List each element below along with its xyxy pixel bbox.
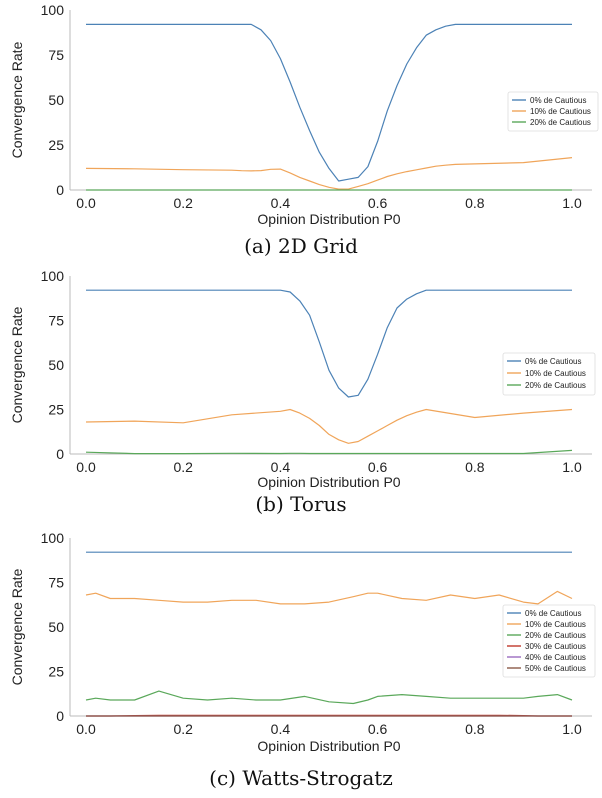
x-tick-label: 0.8 xyxy=(465,459,485,475)
legend-label: 40% de Cautious xyxy=(525,653,586,662)
y-tick-label: 100 xyxy=(41,268,65,284)
x-tick-label: 0.8 xyxy=(465,721,485,737)
y-tick-label: 0 xyxy=(56,708,64,724)
legend-box xyxy=(507,91,599,132)
series-line-1 xyxy=(86,289,572,398)
chart-watts-strogatz: 0 25 50 75 100 0.0 0.2 0.4 0.6 0.8 1.0 Opinion Dist… xyxy=(9,530,596,754)
y-tick-label: 50 xyxy=(48,92,64,108)
y-axis-label: Convergence Rate xyxy=(9,568,25,685)
series-line-3 xyxy=(85,449,573,455)
y-tick-label: 75 xyxy=(48,313,64,329)
legend-label: 0% de Cautious xyxy=(530,96,586,105)
x-tick-label: 0.6 xyxy=(368,721,388,737)
x-axis-label: Opinion Distribution P0 xyxy=(257,211,400,227)
x-tick-label: 0.4 xyxy=(271,195,291,211)
y-tick-label: 75 xyxy=(48,575,64,591)
y-tick-label: 50 xyxy=(48,357,64,373)
x-tick-label: 0.0 xyxy=(76,195,96,211)
chart-2d-grid: 0 25 50 75 100 0.0 0.2 0.4 0.6 0.8 1.0 Opinion Dist… xyxy=(9,2,599,227)
series-line-2 xyxy=(85,408,573,444)
y-axis-label: Convergence Rate xyxy=(9,306,25,423)
x-tick-label: 0.2 xyxy=(173,459,193,475)
x-axis-label: Opinion Distribution P0 xyxy=(257,474,400,490)
y-tick-label: 50 xyxy=(48,619,64,635)
legend-box xyxy=(502,352,596,396)
y-tick-label: 0 xyxy=(56,182,64,198)
series-line-1 xyxy=(86,23,572,182)
chart-torus: 0 25 50 75 100 0.0 0.2 0.4 0.6 0.8 1.0 Opinion Dist… xyxy=(9,268,596,490)
legend-box xyxy=(502,604,596,678)
y-tick-label: 0 xyxy=(56,446,64,462)
legend-label: 20% de Cautious xyxy=(530,118,591,127)
x-tick-label: 0.0 xyxy=(76,459,96,475)
series-line-3 xyxy=(85,690,573,705)
chart-caption: (a) 2D Grid xyxy=(244,234,358,258)
x-axis-label: Opinion Distribution P0 xyxy=(257,738,400,754)
y-tick-label: 100 xyxy=(41,530,65,546)
series-line-2 xyxy=(85,157,573,190)
legend-label: 50% de Cautious xyxy=(525,664,586,673)
x-tick-label: 0.4 xyxy=(271,721,291,737)
y-axis-label: Convergence Rate xyxy=(9,41,25,158)
legend-label: 10% de Cautious xyxy=(525,369,586,378)
x-tick-label: 0.4 xyxy=(271,459,291,475)
chart-panel-2d-grid: 0 25 50 75 100 0.0 0.2 0.4 0.6 0.8 1.0 Opinion Dist… xyxy=(0,0,602,268)
legend-label: 30% de Cautious xyxy=(525,642,586,651)
x-tick-label: 0.2 xyxy=(173,195,193,211)
x-tick-label: 0.0 xyxy=(76,721,96,737)
x-tick-label: 1.0 xyxy=(562,721,582,737)
chart-caption: (c) Watts-Strogatz xyxy=(209,766,393,790)
legend-label: 20% de Cautious xyxy=(525,381,586,390)
legend-label: 0% de Cautious xyxy=(525,357,581,366)
chart-panel-torus: 0 25 50 75 100 0.0 0.2 0.4 0.6 0.8 1.0 Opinion Dist… xyxy=(0,268,602,530)
x-tick-label: 1.0 xyxy=(562,195,582,211)
x-tick-label: 0.8 xyxy=(465,195,485,211)
x-tick-label: 1.0 xyxy=(562,459,582,475)
chart-caption: (b) Torus xyxy=(255,492,347,516)
x-tick-label: 0.6 xyxy=(368,195,388,211)
legend-label: 10% de Cautious xyxy=(530,107,591,116)
y-tick-label: 25 xyxy=(48,664,64,680)
y-tick-label: 25 xyxy=(48,402,64,418)
legend-label: 0% de Cautious xyxy=(525,609,581,618)
y-tick-label: 25 xyxy=(48,137,64,153)
y-tick-label: 100 xyxy=(41,2,65,18)
series-line-2 xyxy=(85,590,573,605)
y-tick-label: 75 xyxy=(48,47,64,63)
legend-label: 20% de Cautious xyxy=(525,631,586,640)
chart-panel-watts-strogatz: 0 25 50 75 100 0.0 0.2 0.4 0.6 0.8 1.0 Opinion Dist… xyxy=(0,530,602,798)
series-line-4 xyxy=(86,714,572,717)
legend-label: 10% de Cautious xyxy=(525,620,586,629)
x-tick-label: 0.6 xyxy=(368,459,388,475)
x-tick-label: 0.2 xyxy=(173,721,193,737)
